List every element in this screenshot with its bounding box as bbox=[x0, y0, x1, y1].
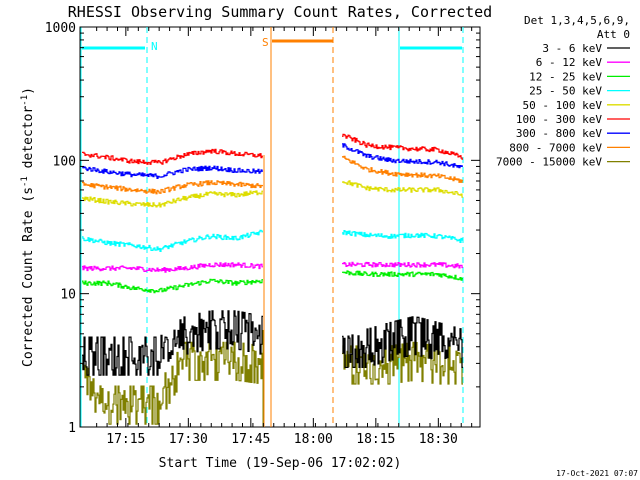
y-tick-label: 10 bbox=[60, 288, 76, 303]
legend-label: 25 - 50 keV bbox=[529, 85, 602, 98]
y-label-mid: detector bbox=[21, 106, 36, 177]
y-label-sup1: -1 bbox=[20, 176, 30, 187]
y-axis-label: Corrected Count Rate (s-1 detector-1) bbox=[20, 87, 36, 367]
legend-label: 50 - 100 keV bbox=[523, 99, 603, 112]
night-label: N bbox=[151, 40, 158, 53]
series-12-25-kev-pre bbox=[82, 278, 263, 294]
y-tick-label: 100 bbox=[53, 154, 76, 169]
chart-title: RHESSI Observing Summary Count Rates, Co… bbox=[68, 3, 492, 21]
series-50-100-kev-pre bbox=[82, 190, 263, 208]
series-300-800-kev-pre bbox=[82, 165, 263, 179]
x-tick-label: 18:00 bbox=[294, 432, 333, 447]
saa-label: S bbox=[262, 36, 269, 49]
x-axis-label: Start Time (19-Sep-06 17:02:02) bbox=[159, 456, 402, 471]
orbit-markers bbox=[80, 27, 464, 427]
y-label-sup2: -1 bbox=[20, 95, 30, 106]
y-tick-label: 1000 bbox=[45, 21, 76, 36]
legend-header-2: Att 0 bbox=[597, 28, 630, 41]
series-300-800-kev-post bbox=[342, 143, 463, 169]
series-3-6-kev-post bbox=[342, 316, 463, 368]
y-label-main: Corrected Count Rate (s bbox=[21, 187, 36, 367]
axes-group: 17:15 17:30 17:45 18:00 18:15 18:30 1 10 100 1000 bbox=[45, 21, 480, 447]
series-group bbox=[82, 133, 463, 425]
series-50-100-kev-post bbox=[342, 180, 463, 198]
timestamp: 17-Oct-2021 07:07 bbox=[556, 469, 638, 478]
y-tick-label: 1 bbox=[68, 421, 76, 436]
series-25-50-kev-post bbox=[342, 230, 463, 243]
legend-label: 6 - 12 keV bbox=[536, 56, 603, 69]
series-7000-15000-kev-pre bbox=[82, 341, 263, 425]
x-tick-label: 17:15 bbox=[106, 432, 145, 447]
plot-frame bbox=[79, 26, 481, 428]
series-800-7000-kev-post bbox=[342, 155, 463, 183]
x-tick-label: 17:30 bbox=[169, 432, 208, 447]
x-tick-label: 18:15 bbox=[356, 432, 395, 447]
series-100-300-kev-post bbox=[342, 133, 463, 160]
legend-label: 300 - 800 keV bbox=[516, 127, 602, 140]
series-800-7000-kev-pre bbox=[82, 180, 263, 195]
series-3-6-kev-pre bbox=[82, 310, 263, 376]
legend-label: 7000 - 15000 keV bbox=[496, 156, 602, 169]
series-6-12-kev-post bbox=[342, 261, 463, 269]
y-label-end: ) bbox=[21, 87, 36, 95]
legend-label: 12 - 25 keV bbox=[529, 70, 602, 83]
legend-label: 800 - 7000 keV bbox=[509, 141, 602, 154]
legend-label: 3 - 6 keV bbox=[542, 42, 602, 55]
series-6-12-kev-pre bbox=[82, 262, 263, 273]
series-12-25-kev-post bbox=[342, 270, 463, 281]
legend-header-1: Det 1,3,4,5,6,9, bbox=[524, 14, 630, 27]
x-tick-label: 17:45 bbox=[231, 432, 270, 447]
x-tick-label: 18:30 bbox=[419, 432, 458, 447]
legend-label: 100 - 300 keV bbox=[516, 113, 602, 126]
series-100-300-kev-pre bbox=[82, 148, 263, 165]
series-25-50-kev-pre bbox=[82, 229, 263, 252]
